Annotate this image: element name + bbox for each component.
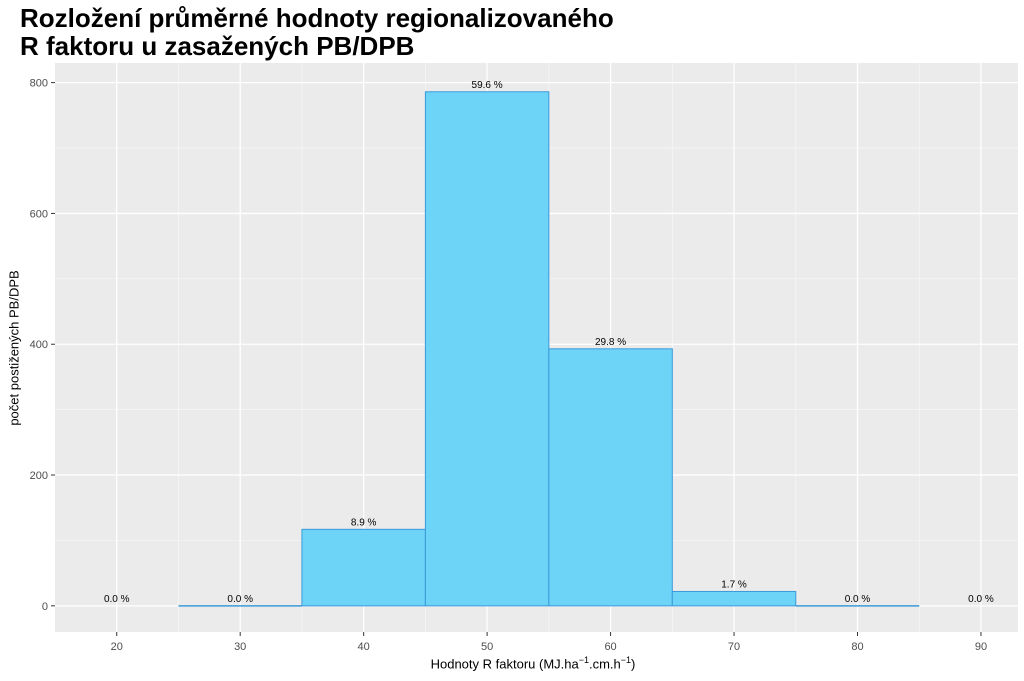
x-tick-label: 40 bbox=[358, 641, 370, 653]
x-axis-label-main: Hodnoty R faktoru (MJ.ha bbox=[430, 656, 579, 672]
x-tick-label: 50 bbox=[481, 641, 493, 653]
x-axis-label-sup-1: −1 bbox=[578, 655, 589, 665]
x-axis-label-end: ) bbox=[631, 656, 636, 672]
chart-title-line-2: R faktoru u zasažených PB/DPB bbox=[20, 31, 415, 61]
y-tick-label: 800 bbox=[30, 78, 48, 90]
y-tick-label: 0 bbox=[42, 601, 48, 613]
x-tick-label: 80 bbox=[851, 641, 863, 653]
chart-title-line-1: Rozložení průměrné hodnoty regionalizova… bbox=[20, 3, 614, 33]
x-axis-label: Hodnoty R faktoru (MJ.ha−1.cm.h−1) bbox=[431, 655, 636, 671]
histogram-bar bbox=[301, 528, 426, 607]
x-axis-label-mid: .cm.h bbox=[588, 656, 621, 672]
x-tick-label: 20 bbox=[111, 641, 123, 653]
x-tick-label: 70 bbox=[728, 641, 740, 653]
x-axis-label-sup-2: −1 bbox=[620, 655, 632, 665]
bar-percent-label: 1.7 % bbox=[721, 579, 747, 590]
bar-percent-label: 0.0 % bbox=[227, 594, 253, 605]
x-tick-label: 60 bbox=[604, 641, 616, 653]
bar-percent-label: 29.8 % bbox=[595, 337, 626, 348]
bar-percent-label: 0.0 % bbox=[968, 594, 994, 605]
histogram-bar bbox=[424, 91, 550, 607]
x-tick-label: 30 bbox=[234, 641, 246, 653]
bar-percent-label: 8.9 % bbox=[351, 517, 377, 528]
y-axis-label: počet postižených PB/DPB bbox=[6, 270, 22, 426]
bar-percent-label: 0.0 % bbox=[845, 594, 871, 605]
chart-title: Rozložení průměrné hodnoty regionalizova… bbox=[20, 4, 614, 60]
histogram-bar bbox=[671, 590, 797, 607]
bar-percent-label: 59.6 % bbox=[472, 80, 503, 91]
bar-percent-label: 0.0 % bbox=[104, 594, 130, 605]
y-tick-label: 600 bbox=[30, 208, 48, 220]
histogram-bar bbox=[548, 348, 673, 607]
y-tick-label: 200 bbox=[30, 470, 48, 482]
y-tick-label: 400 bbox=[30, 339, 48, 351]
x-tick-label: 90 bbox=[975, 641, 987, 653]
